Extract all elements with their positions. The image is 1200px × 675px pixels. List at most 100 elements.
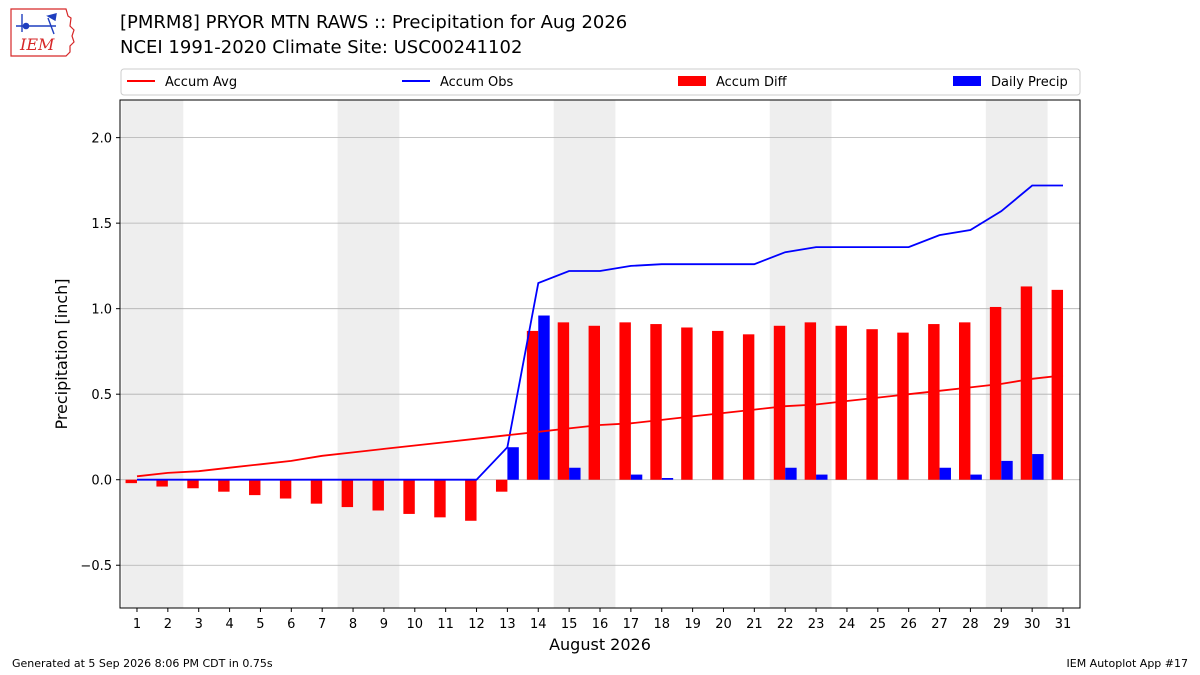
accum-diff-bar — [156, 479, 168, 487]
x-tick-label: 22 — [777, 617, 794, 632]
daily-precip-bar — [939, 467, 951, 480]
x-tick-label: 29 — [993, 617, 1010, 632]
x-tick-label: 18 — [653, 617, 670, 632]
x-tick-label: 10 — [407, 617, 424, 632]
daily-precip-bar — [1032, 454, 1044, 480]
lines — [136, 184, 1064, 481]
x-tick-label: 3 — [195, 617, 203, 632]
accum-diff-bar — [712, 330, 724, 480]
x-tick-label: 8 — [349, 617, 357, 632]
x-tick-label: 16 — [592, 617, 609, 632]
x-tick-label: 14 — [530, 617, 547, 632]
y-axis-label: Precipitation [inch] — [52, 278, 71, 429]
accum-diff-bar — [958, 322, 971, 480]
legend-accum-avg: Accum Avg — [127, 75, 237, 90]
y-tick-label: 0.0 — [91, 474, 112, 489]
daily-precip-bar — [816, 474, 828, 480]
iowa-state-outline — [10, 8, 75, 57]
accum-diff-bar — [187, 479, 199, 489]
x-tick-label: 23 — [808, 617, 825, 632]
legend-accum-obs: Accum Obs — [402, 75, 513, 90]
x-tick-label: 12 — [468, 617, 485, 632]
x-tick-label: 7 — [318, 617, 326, 632]
accum-diff-bar — [619, 322, 631, 480]
legend-daily-precip: Daily Precip — [953, 75, 1068, 90]
accum-diff-bar — [495, 479, 508, 492]
accum-diff-bar — [835, 325, 847, 480]
iem-logo: IEM — [10, 8, 75, 57]
x-tick-label: 25 — [870, 617, 887, 632]
x-tick-label: 4 — [225, 617, 233, 632]
accum-diff-bar — [465, 479, 477, 521]
legend-accum-diff: Accum Diff — [678, 75, 788, 90]
legend-label: Accum Diff — [716, 75, 788, 90]
x-tick-label: 19 — [684, 617, 701, 632]
x-ticks: 1 2 3 4 5 6 7 8 9 10 11 12 13 14 15 16 17 18 19 20 21 22 23 24 2… — [133, 608, 1071, 632]
daily-precip-bar — [630, 474, 643, 480]
x-tick-label: 31 — [1055, 617, 1072, 632]
accum-diff-bar — [588, 325, 600, 480]
x-tick-label: 24 — [839, 617, 856, 632]
x-axis-label: August 2026 — [549, 635, 651, 654]
daily-precip-bar — [1001, 460, 1013, 480]
x-tick-label: 13 — [499, 617, 516, 632]
legend-frame — [120, 68, 1081, 96]
accum-obs-line — [137, 184, 1063, 481]
x-tick-label: 2 — [164, 617, 172, 632]
accum-diff-bar — [866, 329, 878, 480]
x-tick-label: 9 — [380, 617, 388, 632]
autoplot-app-label: IEM Autoplot App #17 — [1066, 657, 1189, 670]
daily-precip-bar — [507, 447, 519, 480]
accum-diff-bar — [249, 479, 261, 496]
chart-title: [PMRM8] PRYOR MTN RAWS :: Precipitation … — [120, 12, 628, 33]
accum-diff-bar — [310, 479, 323, 504]
accum-diff-bar — [218, 479, 230, 492]
iem-logo-text: IEM — [19, 35, 55, 54]
legend-rect-swatch — [678, 76, 706, 86]
accum-diff-bar — [650, 324, 662, 480]
accum-diff-bar — [773, 325, 786, 480]
daily-precip-bar — [970, 474, 982, 480]
legend-rect-swatch — [953, 76, 981, 86]
x-tick-label: 15 — [561, 617, 578, 632]
daily-precip-bar — [661, 478, 674, 480]
weekend-shading — [121, 100, 1048, 608]
generated-timestamp: Generated at 5 Sep 2026 8:06 PM CDT in 0… — [12, 657, 273, 670]
daily-precip-bar — [785, 467, 797, 480]
x-tick-label: 20 — [715, 617, 732, 632]
accum-diff-bar — [403, 479, 415, 514]
accum-diff-bar — [434, 479, 446, 518]
y-tick-label: 1.5 — [91, 217, 112, 232]
bars — [125, 286, 1064, 521]
accum-diff-bar — [928, 324, 940, 480]
legend-label: Daily Precip — [991, 75, 1068, 90]
x-tick-label: 27 — [931, 617, 948, 632]
accum-diff-bar — [742, 334, 755, 480]
accum-diff-bar — [125, 479, 137, 484]
x-tick-label: 1 — [133, 617, 141, 632]
accum-diff-bar — [897, 332, 909, 480]
accum-diff-bar — [1051, 289, 1064, 480]
weekend-shade — [121, 100, 184, 608]
legend-label: Accum Obs — [440, 75, 513, 90]
x-tick-label: 30 — [1024, 617, 1041, 632]
accum-diff-bar — [681, 327, 693, 480]
y-tick-label: 0.5 — [91, 388, 112, 403]
y-ticks: −0.5 0.0 0.5 1.0 1.5 2.0 — [80, 132, 120, 574]
weather-station-icon — [16, 13, 57, 35]
accum-diff-bar — [372, 479, 384, 511]
x-tick-label: 21 — [746, 617, 763, 632]
chart-subtitle: NCEI 1991-2020 Climate Site: USC00241102 — [120, 37, 523, 58]
y-tick-label: 1.0 — [91, 303, 112, 318]
weekend-shade — [337, 100, 400, 608]
x-tick-label: 5 — [256, 617, 264, 632]
accum-diff-bar — [557, 322, 570, 480]
legend-label: Accum Avg — [165, 75, 237, 90]
x-tick-label: 11 — [437, 617, 454, 632]
x-tick-label: 6 — [287, 617, 295, 632]
x-tick-label: 17 — [623, 617, 640, 632]
daily-precip-bar — [538, 315, 550, 480]
legend: Accum Avg Accum Obs Accum Diff Daily Precip — [120, 68, 1081, 96]
accum-diff-bar — [989, 306, 1002, 480]
